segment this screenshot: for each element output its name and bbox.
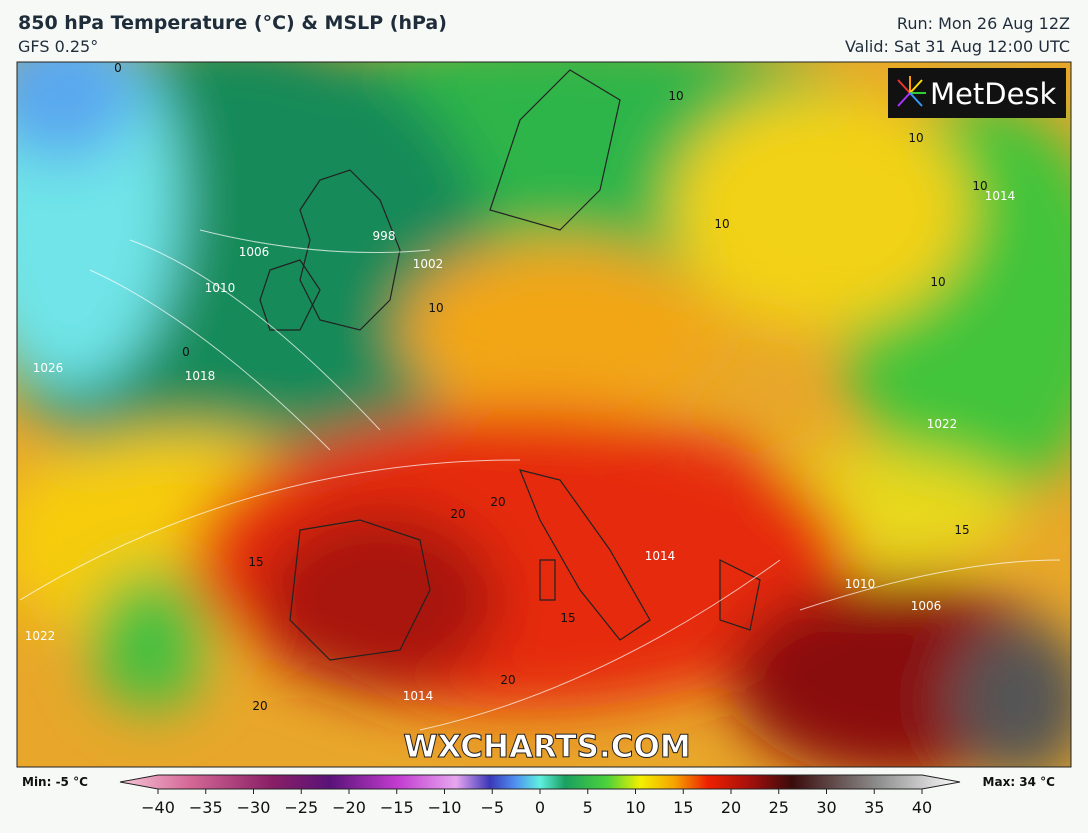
contour-label: 1010	[205, 281, 236, 295]
coastlines	[259, 69, 761, 661]
contour-label: 20	[500, 673, 515, 687]
run-time: Run: Mon 26 Aug 12Z	[896, 14, 1070, 33]
contour-label: 1022	[927, 417, 958, 431]
colorbar-tick-label: 25	[769, 798, 789, 817]
colorbar-tick-label: 0	[535, 798, 545, 817]
contour-label: 15	[560, 611, 575, 625]
colorbar-tick-label: −20	[332, 798, 366, 817]
colorbar-tick-label: 30	[816, 798, 836, 817]
contour-label: 10	[972, 179, 987, 193]
colorbar	[119, 774, 961, 790]
legend-min: Min: -5 °C	[22, 775, 88, 789]
colorbar-tick-label: −15	[380, 798, 414, 817]
contour-label: 20	[450, 507, 465, 521]
isobars	[19, 229, 1061, 731]
contour-label: 0	[114, 61, 122, 75]
colorbar-tick-label: −30	[237, 798, 271, 817]
contour-label: 0	[182, 345, 190, 359]
contour-label: 10	[428, 301, 443, 315]
colorbar-tick-label: −25	[284, 798, 318, 817]
contour-label: 1010	[845, 577, 876, 591]
colorbar-tick-label: 5	[583, 798, 593, 817]
subtitle: GFS 0.25°	[18, 37, 99, 56]
contour-label: 1014	[985, 189, 1016, 203]
valid-time: Valid: Sat 31 Aug 12:00 UTC	[844, 37, 1070, 56]
legend-max: Max: 34 °C	[983, 775, 1056, 789]
map-frame	[16, 61, 1072, 768]
contour-label: 20	[490, 495, 505, 509]
logo-text: MetDesk	[930, 77, 1057, 111]
contour-label: 1014	[403, 689, 434, 703]
contour-label: 1026	[33, 361, 64, 375]
temperature-field	[17, 62, 1071, 767]
contour-label: 15	[248, 555, 263, 569]
colorbar-tick-label: −40	[141, 798, 175, 817]
title: 850 hPa Temperature (°C) & MSLP (hPa)	[18, 12, 447, 34]
contour-label: 10	[930, 275, 945, 289]
colorbar-tick-label: 15	[673, 798, 693, 817]
logo-icon	[897, 76, 926, 107]
watermark: WXCHARTS.COM	[403, 729, 690, 765]
colorbar-tick-label: −5	[480, 798, 504, 817]
contour-label: 1014	[645, 549, 676, 563]
contour-label: 10	[668, 89, 683, 103]
contour-label: 10	[908, 131, 923, 145]
contour-label: 998	[373, 229, 396, 243]
colorbar-tick-label: 35	[864, 798, 884, 817]
contour-label: 1018	[185, 369, 216, 383]
contour-label: 1002	[413, 257, 444, 271]
contour-label: 1006	[239, 245, 270, 259]
contour-label: 1022	[25, 629, 56, 643]
contour-label: 20	[252, 699, 267, 713]
colorbar-tick-label: 40	[912, 798, 932, 817]
colorbar-tick-label: −35	[189, 798, 223, 817]
contour-label: 15	[954, 523, 969, 537]
colorbar-tick-label: 20	[721, 798, 741, 817]
contour-label: 1006	[911, 599, 942, 613]
colorbar-tick-label: −10	[428, 798, 462, 817]
colorbar-tick-label: 10	[625, 798, 645, 817]
contour-label: 10	[714, 217, 729, 231]
